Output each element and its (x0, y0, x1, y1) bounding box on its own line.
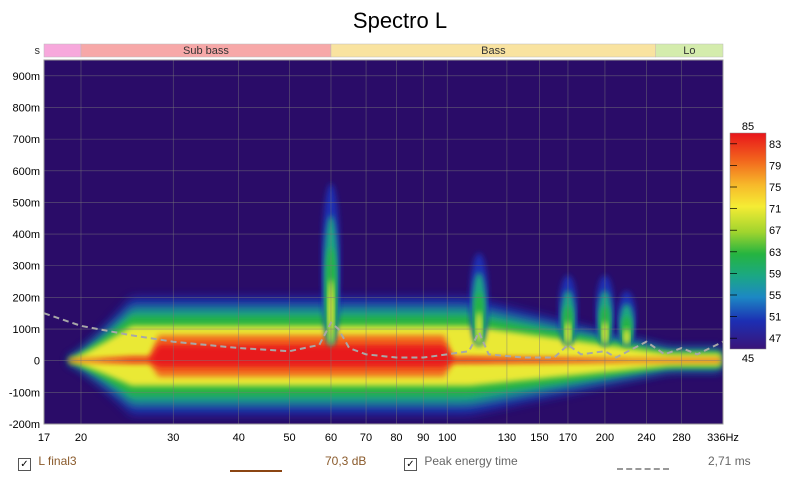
peak-energy-value: 2,71 ms (708, 454, 751, 468)
x-tick-label: 280 (672, 432, 690, 444)
x-tick-label: 130 (498, 432, 516, 444)
y-tick-label: -100m (9, 387, 40, 399)
x-tick-label: 100 (438, 432, 456, 444)
x-tick-label: 200 (596, 432, 614, 444)
colorbar-label: 79 (769, 160, 781, 172)
x-tick-label: 150 (530, 432, 548, 444)
y-tick-label: 500m (12, 197, 40, 209)
colorbar-label: 47 (769, 333, 781, 345)
heat-layer-5 (69, 344, 721, 368)
band-label-3: Lo (683, 45, 695, 57)
y-tick-label: 700m (12, 134, 40, 146)
x-tick-label: 40 (233, 432, 245, 444)
l-final3-label: L final3 (38, 454, 77, 468)
peak-energy-checkbox[interactable]: ✓ (404, 458, 417, 471)
band-3 (655, 43, 724, 58)
colorbar-label: 55 (769, 290, 781, 302)
y-tick-label: 800m (12, 102, 40, 114)
y-tick-label: 200m (12, 292, 40, 304)
colorbar-label: 51 (769, 312, 781, 324)
x-tick-label: 336Hz (707, 432, 739, 444)
colorbar-label: 67 (769, 225, 781, 237)
colorbar-label: 83 (769, 139, 781, 151)
band-label-0: s (35, 45, 41, 57)
x-tick-label: 90 (417, 432, 429, 444)
x-tick-label: 30 (167, 432, 179, 444)
legend-series-peak-energy[interactable]: ✓ Peak energy time (404, 454, 518, 472)
band-label-1: Sub bass (183, 45, 229, 57)
colorbar-label: 59 (769, 268, 781, 280)
peak-energy-line-swatch (617, 468, 669, 470)
y-tick-label: 400m (12, 229, 40, 241)
y-tick-label: 300m (12, 261, 40, 273)
y-tick-label: 0 (34, 356, 40, 368)
y-tick-label: 100m (12, 324, 40, 336)
colorbar-min-label: 45 (742, 353, 754, 365)
colorbar-label: 75 (769, 182, 781, 194)
peak-energy-time-line (44, 312, 723, 359)
peak-energy-label: Peak energy time (424, 454, 518, 468)
band-0 (43, 43, 82, 58)
chart-title: Spectro L (352, 8, 448, 33)
spectrogram-chart: s Sub bass Bass Lo -200m -100m 0 100m 200m 300m 4… (9, 43, 781, 444)
colorbar-label: 71 (769, 204, 781, 216)
y-tick-label: 600m (12, 166, 40, 178)
x-tick-label: 50 (283, 432, 295, 444)
legend-series-l-final3[interactable]: ✓ L final3 (18, 454, 77, 472)
colorbar-max-label: 85 (742, 121, 754, 133)
x-tick-label: 170 (559, 432, 577, 444)
peak-spike-4-3 (623, 328, 630, 345)
l-final3-value: 70,3 dB (325, 454, 367, 468)
x-tick-label: 240 (637, 432, 655, 444)
y-tick-label: -200m (9, 419, 40, 431)
peak-spike-1-3 (476, 311, 483, 345)
x-tick-label: 60 (325, 432, 337, 444)
l-final3-checkbox[interactable]: ✓ (18, 458, 31, 471)
colorbar-label: 63 (769, 247, 781, 259)
y-tick-label: 900m (12, 71, 40, 83)
colorbar (729, 132, 767, 350)
l-final3-line-swatch (230, 470, 282, 472)
x-tick-label: 20 (75, 432, 87, 444)
band-label-2: Bass (481, 45, 506, 57)
x-tick-label: 80 (390, 432, 402, 444)
x-tick-label: 17 (38, 432, 50, 444)
frequency-bands: s Sub bass Bass Lo (35, 43, 724, 58)
x-tick-label: 70 (360, 432, 372, 444)
